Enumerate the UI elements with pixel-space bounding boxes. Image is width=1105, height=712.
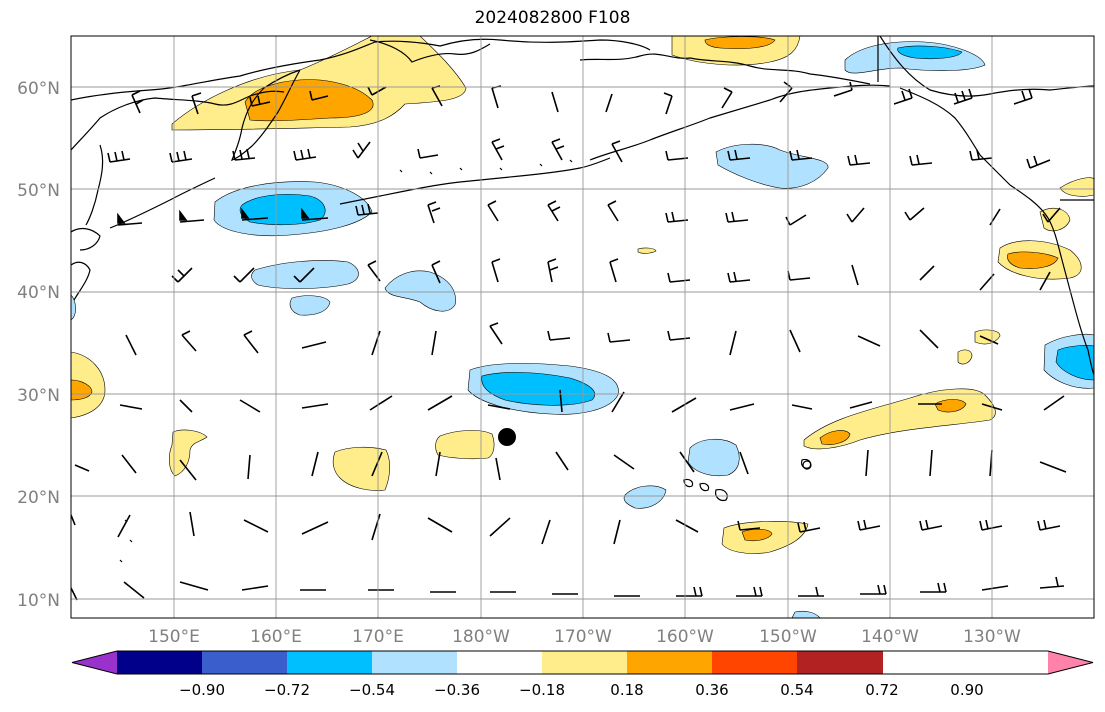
colorbar-tick-7: 0.36 — [695, 681, 728, 699]
anomaly-neg-180-a — [384, 270, 456, 312]
anomaly-neg-alaska-core — [897, 45, 963, 60]
lon-label-170w: 170°W — [554, 627, 612, 647]
colorbar-tick-9: 0.72 — [865, 681, 898, 699]
colorbar-tick-3: −0.54 — [349, 681, 395, 699]
lat-label-60n: 60°N — [17, 79, 60, 99]
map-title: 2024082800 F108 — [474, 8, 631, 28]
coast-alaska-west — [579, 53, 871, 85]
colorbar-tick-10: 0.90 — [950, 681, 983, 699]
lon-label-170e: 170°E — [352, 627, 404, 647]
coast-hawaii-c — [715, 489, 728, 502]
anomaly-pos-west-coast-core — [1007, 251, 1059, 269]
colorbar-tick-2: −0.72 — [264, 681, 310, 699]
coast-japan — [71, 261, 91, 301]
lat-labels: 60°N 50°N 40°N 30°N 20°N 10°N — [17, 79, 60, 611]
coast-se-alaska — [899, 87, 1011, 186]
map-area — [71, 36, 1094, 618]
coast-aleutians — [339, 181, 461, 205]
lat-label-30n: 30°N — [17, 386, 60, 406]
colorbar-tick-1: −0.90 — [179, 681, 225, 699]
colorbar-seg-9 — [797, 651, 883, 674]
anomaly-pos-bc — [1039, 207, 1071, 232]
lon-label-150w: 150°W — [759, 627, 817, 647]
lon-label-180w: 180°W — [452, 627, 510, 647]
coast-kamchatka — [230, 69, 301, 161]
colorbar-seg-5 — [457, 651, 543, 674]
coast-okhotsk — [71, 90, 285, 151]
anomaly-neg-30n-core — [481, 372, 596, 406]
small-island-marker — [802, 460, 812, 470]
lon-label-160w: 160°W — [656, 627, 714, 647]
colorbar-extend-low — [72, 651, 117, 674]
storm-center-marker — [498, 428, 516, 446]
map-frame — [70, 35, 1095, 619]
coast-chukotka — [369, 39, 491, 63]
colorbar-seg-1 — [117, 651, 203, 674]
gridlines — [71, 36, 1094, 618]
anomaly-pos-150w-core-b — [934, 399, 967, 413]
colorbar-seg-6 — [542, 651, 628, 674]
anomaly-pos-180 — [435, 430, 495, 460]
coast-alaska-penin — [459, 157, 611, 183]
anomaly-pos-small-c — [637, 247, 657, 254]
coast-bc — [1009, 184, 1094, 376]
colorbar-seg-8 — [712, 651, 798, 674]
coast-sakhalin — [85, 144, 104, 226]
colorbar-seg-3 — [287, 651, 373, 674]
colorbar: −0.90 −0.72 −0.54 −0.36 −0.18 0.18 0.36 … — [71, 650, 1094, 699]
lon-label-140w: 140°W — [861, 627, 919, 647]
colorbar-seg-2 — [202, 651, 288, 674]
coast-kurils — [109, 177, 216, 229]
lat-label-20n: 20°N — [17, 488, 60, 508]
anomaly-pos-kamchatka-core — [244, 79, 374, 122]
anomaly-pos-small-b — [957, 349, 973, 365]
colorbar-outline — [71, 650, 1094, 675]
colorbar-seg-4 — [372, 651, 458, 674]
anomaly-neg-hawaii — [687, 439, 740, 477]
colorbar-extend-high — [1048, 651, 1093, 674]
anomaly-pos-south-core — [741, 528, 773, 542]
anomaly-neg-bottom — [791, 610, 821, 618]
anomaly-neg-175e-a — [251, 260, 359, 289]
anomaly-fields — [71, 36, 1094, 618]
anomaly-pos-west-edge-core — [71, 379, 93, 401]
anomaly-pos-alaska-north-core — [704, 36, 776, 50]
lat-label-40n: 40°N — [17, 283, 60, 303]
lon-labels: 150°E 160°E 170°E 180°W 170°W 160°W 150°… — [148, 627, 1021, 647]
anomaly-neg-south — [623, 485, 667, 509]
colorbar-ticks: −0.90 −0.72 −0.54 −0.36 −0.18 0.18 0.36 … — [179, 681, 984, 699]
lon-label-150e: 150°E — [148, 627, 200, 647]
colorbar-tick-8: 0.54 — [780, 681, 813, 699]
coast-hokkaido — [71, 227, 101, 251]
anomaly-pos-170e — [169, 429, 208, 477]
colorbar-seg-7 — [627, 651, 713, 674]
lon-label-130w: 130°W — [963, 627, 1021, 647]
anomaly-neg-gulf — [715, 143, 829, 189]
coast-alaska-south — [589, 84, 891, 161]
anomaly-pos-small-a — [974, 329, 1001, 345]
coast-hawaii-b — [699, 482, 710, 492]
lat-label-50n: 50°N — [17, 181, 60, 201]
lat-label-10n: 10°N — [17, 591, 60, 611]
anomaly-pos-bc-north — [1059, 177, 1094, 197]
colorbar-tick-5: −0.18 — [519, 681, 565, 699]
anomaly-neg-calif-core — [1055, 345, 1094, 381]
colorbar-tick-6: 0.18 — [610, 681, 643, 699]
anomaly-pos-175e — [332, 446, 390, 491]
lon-label-160e: 160°E — [250, 627, 302, 647]
anomaly-pos-150w-core-a — [819, 430, 851, 445]
coast-canada-arctic — [879, 36, 1094, 97]
anomaly-neg-175e-b — [289, 295, 331, 316]
colorbar-tick-4: −0.36 — [434, 681, 480, 699]
wind-barbs — [71, 81, 1067, 601]
